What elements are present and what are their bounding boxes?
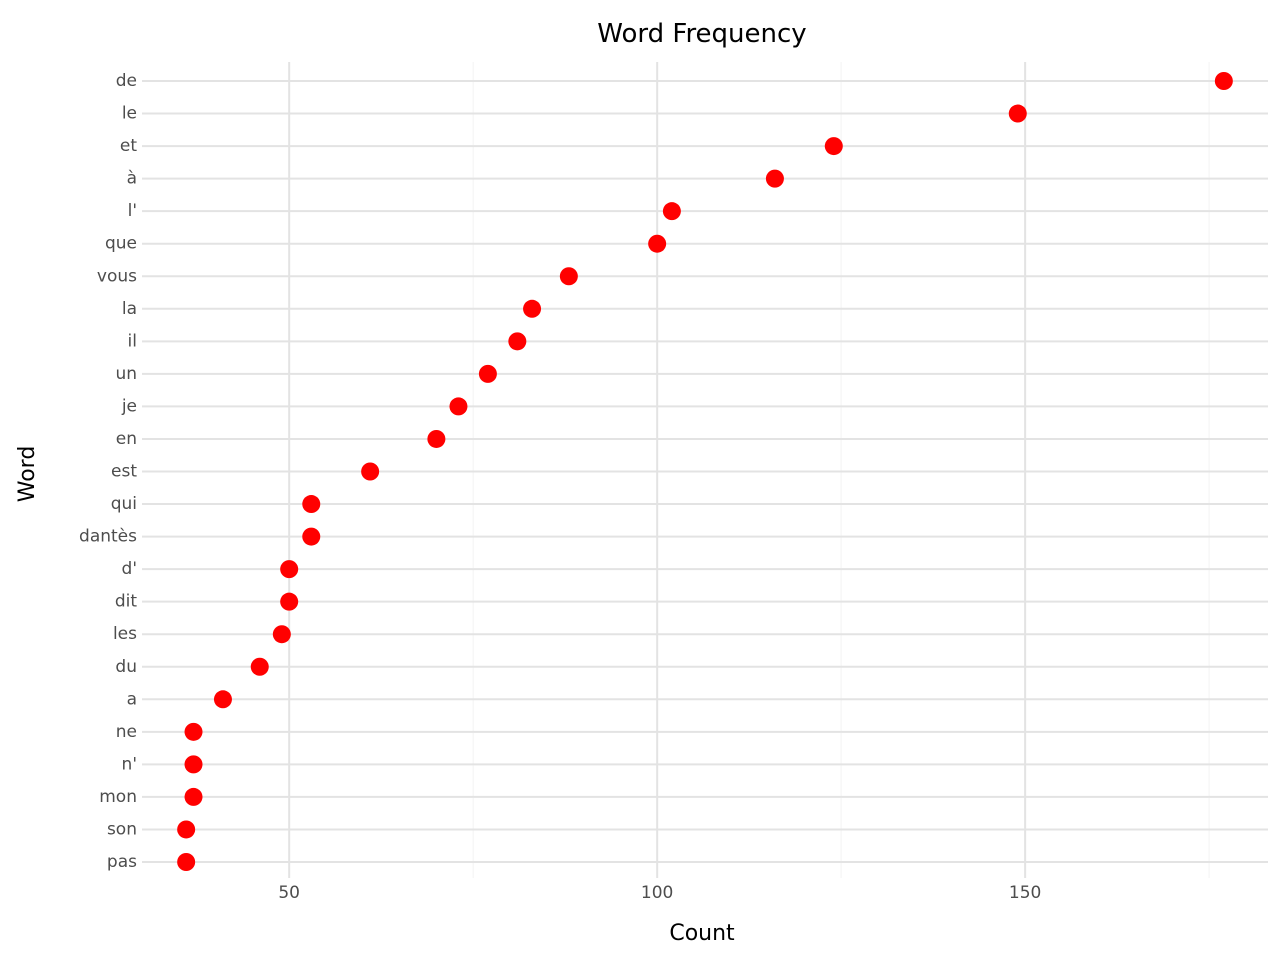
- data-point-ne-20: [184, 722, 203, 741]
- y-tick-label: du: [115, 657, 137, 677]
- data-point-dants-14: [302, 527, 321, 546]
- data-point-n-21: [184, 755, 203, 774]
- data-point-mon-22: [184, 787, 203, 806]
- y-tick-label: les: [113, 624, 137, 644]
- data-point-l-4: [662, 202, 681, 221]
- data-point-d-15: [280, 560, 299, 579]
- y-tick-label: a: [127, 689, 137, 709]
- y-tick-label: pas: [107, 852, 137, 872]
- y-tick-label: dit: [115, 592, 138, 612]
- y-tick-label: ne: [116, 722, 137, 742]
- y-tick-label: mon: [99, 787, 137, 807]
- data-point-la-7: [523, 299, 542, 318]
- data-point-le-1: [1008, 104, 1027, 123]
- y-tick-label: en: [116, 429, 137, 449]
- y-tick-label: dantès: [79, 527, 137, 547]
- y-tick-label: est: [111, 462, 137, 482]
- data-point-un-9: [478, 364, 497, 383]
- y-tick-label: de: [116, 71, 137, 91]
- data-point-du-18: [250, 657, 269, 676]
- y-tick-label: l': [128, 201, 137, 221]
- x-tick-labels: 50 100 150: [278, 883, 1041, 903]
- y-tick-label: son: [107, 819, 137, 839]
- data-point-son-23: [177, 820, 196, 839]
- y-tick-label: un: [115, 364, 137, 384]
- data-point-je-10: [449, 397, 468, 416]
- data-point-il-8: [508, 332, 527, 351]
- y-tick-label: d': [122, 559, 137, 579]
- x-axis-title: Count: [669, 921, 735, 946]
- data-point-qui-13: [302, 495, 321, 514]
- data-point-et-2: [824, 137, 843, 156]
- data-point-a-19: [213, 690, 232, 709]
- data-point-est-12: [361, 462, 380, 481]
- y-tick-label: vous: [97, 266, 137, 286]
- data-point-de-0: [1214, 72, 1233, 90]
- data-point-vous-6: [559, 267, 578, 286]
- x-tick-label: 100: [641, 883, 673, 903]
- chart-title: Word Frequency: [597, 19, 806, 49]
- data-points: [177, 72, 1233, 871]
- data-point-en-11: [427, 429, 446, 448]
- x-tick-label: 150: [1009, 883, 1041, 903]
- data-point-dit-16: [280, 592, 299, 611]
- y-tick-label: n': [122, 754, 137, 774]
- x-tick-label: 50: [278, 883, 300, 903]
- data-point--3: [765, 169, 784, 188]
- y-tick-label: et: [120, 136, 137, 156]
- y-tick-labels: de le et à l' que vous la il un je en est qui dantès d'…: [79, 71, 137, 872]
- data-point-que-5: [648, 234, 667, 253]
- y-tick-label: qui: [111, 494, 137, 514]
- y-tick-label: à: [127, 169, 137, 189]
- y-tick-label: il: [128, 331, 137, 351]
- grid: [142, 62, 1268, 878]
- data-point-les-17: [272, 625, 291, 644]
- data-point-pas-24: [177, 853, 196, 871]
- y-tick-label: que: [105, 234, 137, 254]
- y-tick-label: la: [122, 299, 137, 319]
- y-axis-title: Word: [15, 446, 40, 503]
- y-tick-label: je: [121, 396, 137, 416]
- y-tick-label: le: [122, 104, 137, 124]
